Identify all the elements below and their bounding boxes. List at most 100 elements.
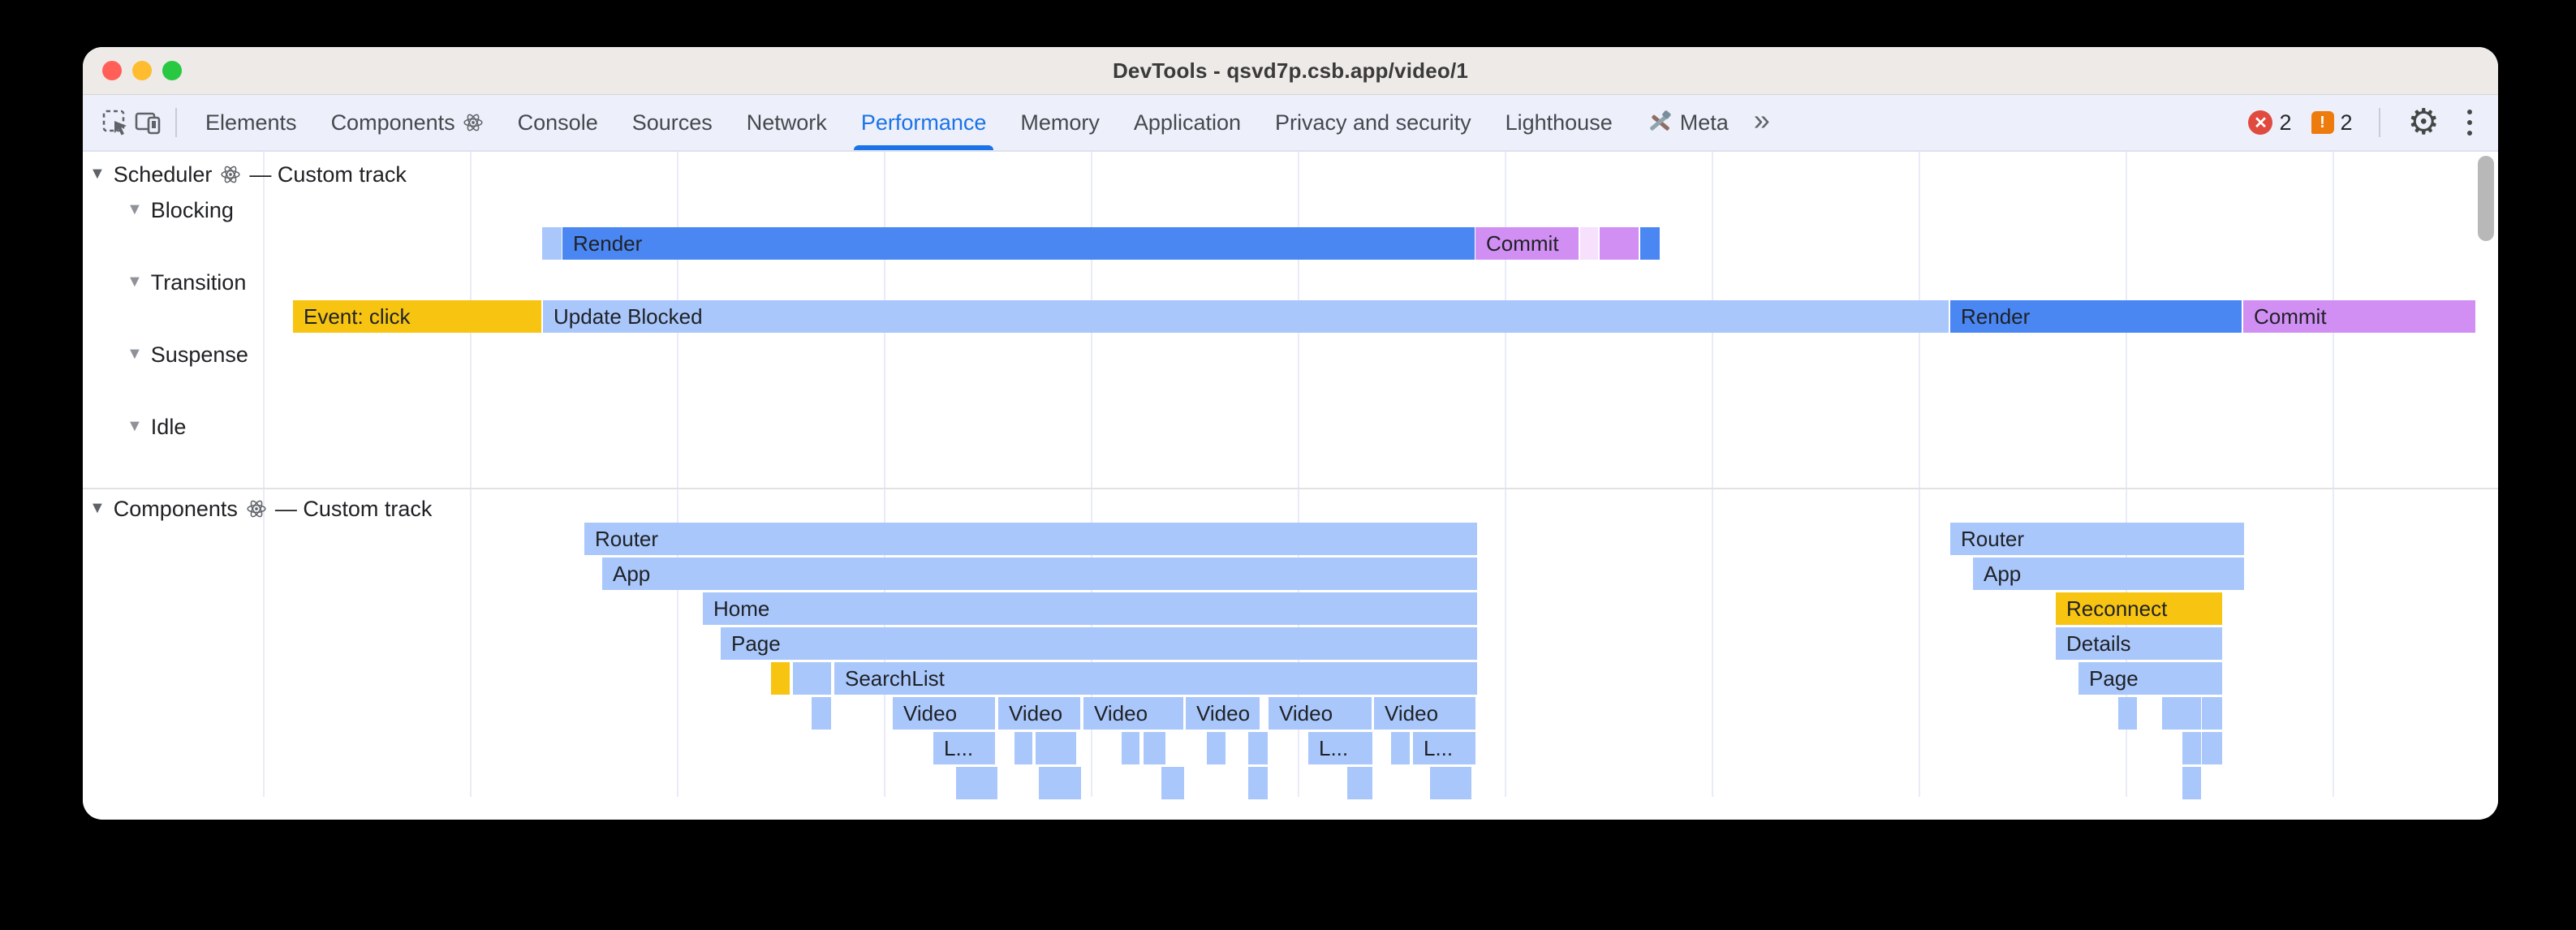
track-separator (83, 488, 2498, 489)
flame-bar-update-blocked[interactable]: Update Blocked (543, 300, 1949, 333)
flame-bar-render[interactable]: Render (1950, 300, 2242, 333)
device-toolbar-icon[interactable] (131, 103, 164, 142)
flame-bar-l[interactable]: L... (1308, 732, 1372, 764)
flame-bar-app[interactable]: App (1973, 558, 2244, 590)
track-label-transition[interactable]: ▼ Transition (127, 266, 246, 299)
error-count: 2 (2279, 110, 2292, 135)
flame-bar[interactable] (1122, 732, 1139, 764)
flame-bar-video[interactable]: Video (893, 697, 995, 730)
flame-bar[interactable] (1207, 732, 1226, 764)
flame-bar-video[interactable]: Video (1374, 697, 1475, 730)
flame-bar[interactable] (2118, 697, 2137, 730)
flame-bar-details[interactable]: Details (2056, 627, 2222, 660)
more-options-icon[interactable] (2456, 110, 2483, 136)
flame-bar-l[interactable]: L... (933, 732, 995, 764)
tab-memory[interactable]: Memory (1003, 95, 1117, 150)
tab-lighthouse[interactable]: Lighthouse (1488, 95, 1630, 150)
more-tabs-icon[interactable]: » (1753, 103, 1770, 136)
flame-bar[interactable] (1036, 732, 1076, 764)
track-label-suspense[interactable]: ▼ Suspense (127, 338, 248, 371)
flame-bar-router[interactable]: Router (584, 523, 1477, 555)
collapse-triangle-icon[interactable]: ▼ (127, 344, 143, 363)
flame-bar[interactable] (2162, 697, 2201, 730)
console-errors-badge[interactable]: ✕ 2 (2243, 110, 2296, 136)
flame-bar[interactable] (812, 697, 831, 730)
flame-bar[interactable] (1039, 767, 1081, 799)
flame-bar[interactable] (1640, 227, 1660, 260)
gridline (1091, 152, 1092, 797)
flame-bar[interactable] (1430, 767, 1471, 799)
collapse-triangle-icon[interactable]: ▼ (89, 164, 106, 183)
tab-label: Performance (860, 110, 987, 135)
tab-network[interactable]: Network (730, 95, 844, 150)
flame-bar[interactable] (1600, 227, 1639, 260)
flame-bar-page[interactable]: Page (721, 627, 1477, 660)
flame-bar-page[interactable]: Page (2078, 662, 2222, 695)
collapse-triangle-icon[interactable]: ▼ (127, 416, 143, 435)
tab-label: Memory (1020, 110, 1100, 135)
track-label-text: Suspense (150, 342, 248, 367)
flame-bar-video[interactable]: Video (998, 697, 1080, 730)
flame-bar[interactable] (542, 227, 562, 260)
devtools-window: DevTools - qsvd7p.csb.app/video/1 Elemen… (83, 47, 2498, 820)
flame-bar-commit[interactable]: Commit (1475, 227, 1579, 260)
tab-performance[interactable]: Performance (844, 95, 1004, 150)
flame-bar[interactable] (1014, 732, 1032, 764)
settings-gear-icon[interactable]: ⚙ (2407, 102, 2440, 142)
vertical-scrollbar-thumb[interactable] (2478, 156, 2494, 241)
tab-sources[interactable]: Sources (615, 95, 730, 150)
inspect-icon[interactable] (99, 103, 131, 142)
track-label-components[interactable]: ▼ Components — Custom track (89, 493, 432, 525)
collapse-triangle-icon[interactable]: ▼ (89, 498, 106, 517)
tab-label: Meta (1679, 110, 1729, 135)
flame-bar-event-click[interactable]: Event: click (293, 300, 541, 333)
close-window-button[interactable] (102, 61, 122, 80)
tab-privacy-and-security[interactable]: Privacy and security (1258, 95, 1488, 150)
flame-bar[interactable] (771, 662, 790, 695)
flame-bar-searchlist[interactable]: SearchList (834, 662, 1477, 695)
flame-bar[interactable] (793, 662, 831, 695)
flame-bar[interactable] (1248, 767, 1268, 799)
flame-bar-router[interactable]: Router (1950, 523, 2244, 555)
flame-bar-l[interactable]: L... (1413, 732, 1475, 764)
track-label-blocking[interactable]: ▼ Blocking (127, 194, 234, 226)
flame-bar[interactable] (1391, 732, 1410, 764)
tab-elements[interactable]: Elements (188, 95, 314, 150)
flame-bar-video[interactable]: Video (1186, 697, 1260, 730)
flame-bar-reconnect[interactable]: Reconnect (2056, 592, 2222, 625)
collapse-triangle-icon[interactable]: ▼ (127, 200, 143, 218)
devtools-toolbar: Elements Components Console Sources Network… (83, 95, 2498, 152)
console-warnings-badge[interactable]: ! 2 (2307, 110, 2358, 136)
toolbar-divider (175, 108, 177, 137)
flame-bar-app[interactable]: App (602, 558, 1477, 590)
flame-bar[interactable] (2202, 732, 2222, 764)
tab-console[interactable]: Console (501, 95, 615, 150)
track-label-scheduler[interactable]: ▼ Scheduler — Custom track (89, 158, 407, 191)
flame-bar[interactable] (1347, 767, 1372, 799)
flame-bar[interactable] (956, 767, 997, 799)
collapse-triangle-icon[interactable]: ▼ (127, 272, 143, 291)
track-label-idle[interactable]: ▼ Idle (127, 411, 186, 443)
tab-application[interactable]: Application (1117, 95, 1258, 150)
flame-bar-home[interactable]: Home (703, 592, 1477, 625)
zoom-window-button[interactable] (162, 61, 182, 80)
flame-bar[interactable] (1144, 732, 1165, 764)
active-tab-underline (853, 145, 994, 150)
flame-bar-commit[interactable]: Commit (2243, 300, 2475, 333)
flame-bar[interactable] (1161, 767, 1184, 799)
react-atom-icon (463, 114, 483, 131)
tab-meta[interactable]: Meta (1630, 95, 1746, 150)
gridline (263, 152, 265, 797)
toolbar-divider (2378, 108, 2380, 137)
flame-bar-video[interactable]: Video (1269, 697, 1372, 730)
minimize-window-button[interactable] (132, 61, 152, 80)
flame-bar[interactable] (2182, 732, 2201, 764)
flame-bar[interactable] (1248, 732, 1268, 764)
flame-bar[interactable] (1580, 227, 1598, 260)
flame-bar-render[interactable]: Render (562, 227, 1475, 260)
flame-bar-video[interactable]: Video (1083, 697, 1183, 730)
flame-bar[interactable] (2182, 767, 2201, 799)
tab-components[interactable]: Components (314, 95, 501, 150)
flame-bar[interactable] (2202, 697, 2222, 730)
track-label-suffix: — Custom track (274, 496, 433, 521)
